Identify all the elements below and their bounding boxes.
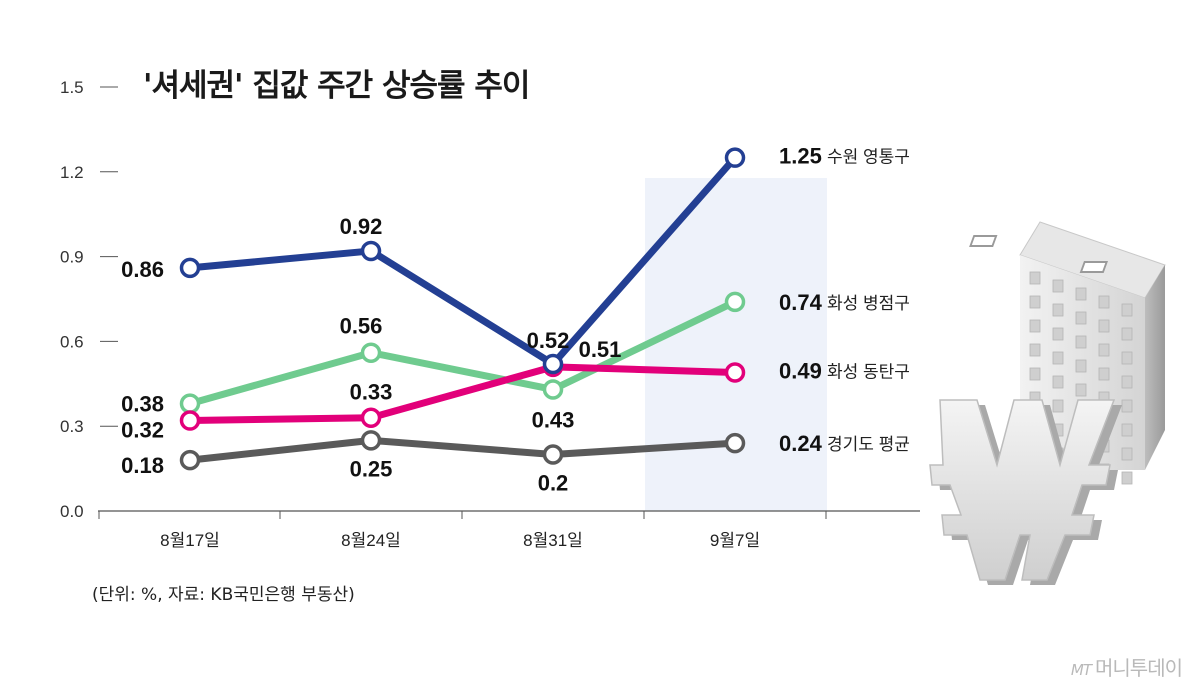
series-line (186, 298, 739, 408)
series-line (186, 154, 739, 368)
data-label: 0.25 (350, 456, 393, 481)
highlight-band (645, 178, 827, 511)
data-point (724, 362, 746, 383)
series-name-label: 수원 영통구 (827, 148, 910, 167)
data-point (179, 257, 201, 279)
building-window (1121, 303, 1133, 317)
brand-name: 머니투데이 (1095, 656, 1183, 680)
y-tick-label: 0.3 (60, 417, 84, 436)
building-window (1052, 303, 1064, 317)
data-label: 0.43 (532, 407, 575, 432)
building-window (1052, 399, 1064, 413)
data-point (360, 430, 382, 451)
data-point (179, 449, 201, 471)
building-window (1052, 279, 1064, 293)
won-sign-icon (929, 399, 1122, 585)
building-window (1052, 327, 1064, 341)
data-label: 0.86 (121, 257, 164, 282)
brand-logo: MT 머니투데이 (1070, 652, 1183, 681)
chart-title: '셔세권' 집값 주간 상승률 추이 (143, 68, 530, 104)
y-tick-label: 0.9 (60, 248, 84, 267)
building-window (1075, 359, 1087, 373)
building-window (1029, 343, 1041, 357)
data-point (724, 432, 746, 454)
data-label: 0.38 (121, 392, 164, 417)
data-point (360, 240, 382, 262)
x-tick-label: 8월17일 (160, 531, 220, 550)
x-tick-label: 8월24일 (341, 531, 401, 550)
data-label: 0.74 (779, 290, 823, 315)
series-name-label: 화성 병점구 (827, 294, 910, 313)
building-window (1052, 351, 1064, 365)
building-window (1121, 351, 1133, 365)
building-window (1121, 399, 1133, 413)
building-window (1121, 447, 1133, 461)
y-tick-label: 1.2 (60, 163, 84, 182)
building-window (1098, 367, 1110, 381)
series-name-label: 경기도 평균 (827, 435, 910, 454)
data-point (542, 379, 564, 400)
data-label: 0.2 (538, 470, 569, 495)
building-window (1121, 327, 1133, 341)
y-tick-label: 1.5 (60, 78, 84, 97)
data-label: 0.18 (121, 453, 164, 478)
building-window (1075, 287, 1087, 301)
data-label: 0.52 (527, 328, 570, 353)
building-window (1029, 271, 1041, 285)
y-tick-label: 0.0 (60, 502, 84, 521)
brand-mark: MT (1070, 661, 1092, 679)
data-point (724, 291, 746, 313)
data-label: 0.33 (350, 380, 393, 405)
series-name-label: 화성 동탄구 (827, 362, 910, 381)
data-point (360, 342, 382, 363)
building-window (1029, 319, 1041, 333)
building-window (1098, 319, 1110, 333)
building-window (1098, 343, 1110, 357)
data-point (179, 410, 201, 431)
series-line (186, 436, 739, 464)
building-window (1121, 471, 1133, 485)
data-point (724, 147, 746, 168)
series-layer (179, 147, 746, 471)
data-label: 0.24 (779, 431, 823, 456)
building-window (1029, 295, 1041, 309)
building-window (1121, 423, 1133, 437)
building-window (1075, 383, 1087, 397)
data-point (360, 407, 382, 428)
data-label: 0.51 (579, 337, 622, 362)
source-note: (단위: %, 자료: KB국민은행 부동산) (92, 585, 355, 605)
building-window (1052, 375, 1064, 389)
data-label: 0.92 (340, 214, 383, 239)
data-label: 0.49 (779, 358, 822, 383)
data-point (542, 353, 564, 375)
building-window (1075, 311, 1087, 325)
x-tick-label: 8월31일 (523, 531, 583, 550)
x-tick-label: 9월7일 (710, 531, 760, 550)
axis: 0.0 0.3 0.6 0.9 1.2 1.5 8월17일 8월24일 8월31일 9월7일 (60, 78, 920, 550)
data-point (542, 444, 564, 465)
series-line (186, 363, 739, 425)
data-label: 0.56 (340, 314, 383, 339)
building-window (1121, 375, 1133, 389)
building-window (1029, 367, 1041, 381)
y-tick-label: 0.6 (60, 332, 84, 351)
data-label: 0.32 (121, 418, 164, 443)
data-label: 1.25 (779, 144, 822, 169)
data-point (179, 393, 201, 414)
building-window (1098, 295, 1110, 309)
building-window (1075, 335, 1087, 349)
